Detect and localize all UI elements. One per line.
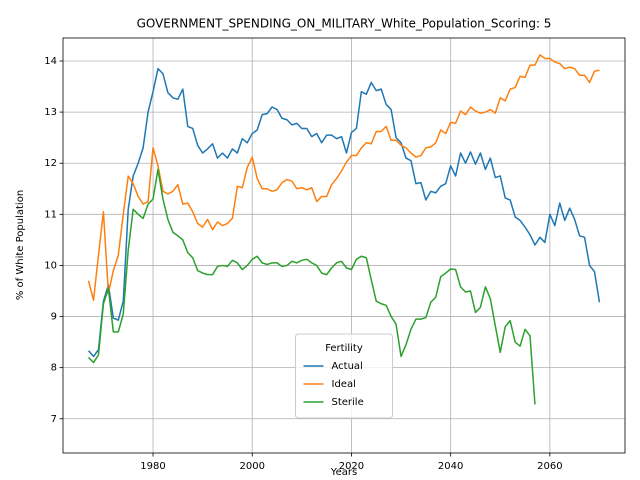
data-line bbox=[88, 168, 536, 405]
y-tick-label: 13 bbox=[44, 107, 57, 118]
axes-frame bbox=[62, 37, 626, 454]
y-tick-label: 14 bbox=[44, 56, 57, 67]
y-tick-label: 8 bbox=[51, 363, 57, 374]
x-tick-label: 2000 bbox=[240, 461, 265, 472]
legend-label: Sterile bbox=[332, 397, 364, 408]
data-line bbox=[87, 67, 601, 358]
chart-title: GOVERNMENT_SPENDING_ON_MILITARY_White_Po… bbox=[137, 17, 552, 31]
y-tick-label: 12 bbox=[44, 158, 57, 169]
legend-title: Fertility bbox=[325, 343, 363, 354]
x-tick-label: 2040 bbox=[438, 461, 463, 472]
legend: Fertility Actual Ideal Sterile bbox=[295, 333, 393, 419]
x-tick-label: 2020 bbox=[339, 461, 364, 472]
y-tick-label: 11 bbox=[44, 209, 57, 220]
data-line bbox=[87, 54, 600, 301]
legend-label: Actual bbox=[332, 361, 363, 372]
x-tick-label: 2060 bbox=[537, 461, 562, 472]
y-tick-label: 7 bbox=[51, 414, 57, 425]
legend-box bbox=[295, 333, 393, 419]
x-axis-label: Years bbox=[330, 467, 357, 478]
y-axis-label: % of White Population bbox=[15, 190, 26, 300]
x-tick-label: 1980 bbox=[140, 461, 165, 472]
y-tick-label: 10 bbox=[44, 260, 57, 271]
y-tick-label: 9 bbox=[51, 312, 57, 323]
legend-label: Ideal bbox=[332, 379, 356, 390]
